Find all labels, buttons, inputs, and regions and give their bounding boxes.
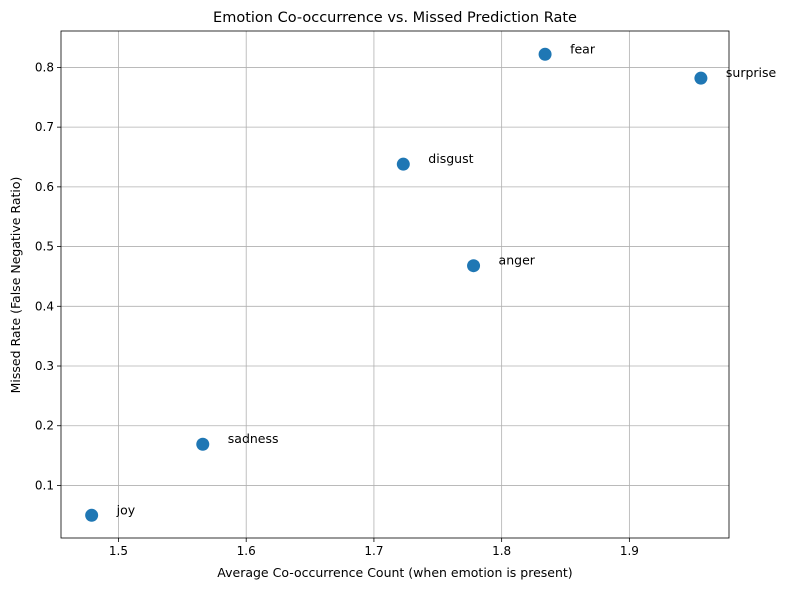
y-tick-label: 0.4	[35, 299, 54, 313]
point-label-joy: joy	[116, 502, 136, 517]
point-labels: joy sadness disgust anger fear surprise	[116, 41, 777, 517]
point-label-sadness: sadness	[228, 431, 279, 446]
x-tick-label: 1.5	[109, 544, 128, 558]
data-point-sadness	[196, 437, 210, 451]
y-tick-label: 0.2	[35, 419, 54, 433]
point-label-anger: anger	[499, 253, 536, 268]
chart-title: Emotion Co-occurrence vs. Missed Predict…	[213, 10, 577, 26]
y-tick-label: 0.1	[35, 478, 54, 492]
data-point-fear	[538, 47, 552, 61]
x-tick-label: 1.7	[364, 544, 383, 558]
data-point-disgust	[396, 157, 410, 171]
y-tick-label: 0.5	[35, 240, 54, 254]
x-tick-label: 1.8	[492, 544, 511, 558]
y-axis-label: Missed Rate (False Negative Ratio)	[8, 177, 23, 394]
y-tick-label: 0.6	[35, 180, 54, 194]
y-tick-label: 0.3	[35, 359, 54, 373]
x-tick-label: 1.6	[237, 544, 256, 558]
data-point-surprise	[694, 71, 708, 85]
point-label-fear: fear	[570, 41, 596, 56]
x-axis-label: Average Co-occurrence Count (when emotio…	[217, 565, 572, 580]
grid-lines	[61, 31, 729, 538]
x-axis-ticks: 1.5 1.6 1.7 1.8 1.9	[109, 538, 639, 558]
data-point-joy	[85, 508, 99, 522]
data-points	[85, 47, 708, 522]
y-tick-label: 0.7	[35, 120, 54, 134]
point-label-surprise: surprise	[726, 65, 777, 80]
plot-frame	[60, 30, 730, 539]
y-axis-ticks: 0.1 0.2 0.3 0.4 0.5 0.6 0.7 0.8	[35, 60, 61, 492]
point-label-disgust: disgust	[428, 151, 473, 166]
data-point-anger	[467, 259, 481, 273]
x-tick-label: 1.9	[620, 544, 639, 558]
y-tick-label: 0.8	[35, 60, 54, 74]
